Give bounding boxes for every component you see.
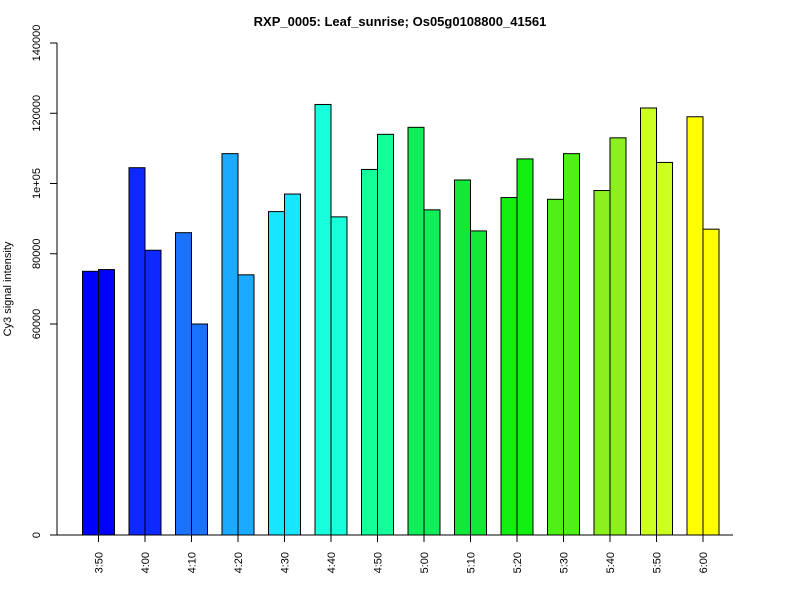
bar	[82, 270, 99, 536]
bar	[175, 232, 192, 536]
bar	[330, 216, 348, 536]
x-tick-label: 5:40	[605, 552, 617, 573]
bar	[191, 323, 208, 536]
x-tick-label: 5:10	[466, 552, 478, 573]
bar	[454, 179, 471, 536]
bar	[563, 153, 580, 536]
bar	[407, 126, 425, 536]
x-tick-label: 3:50	[94, 552, 106, 573]
bar	[128, 167, 146, 536]
bar	[686, 116, 704, 536]
bar	[593, 190, 611, 536]
y-axis-label: Cy3 signal intensity	[2, 241, 14, 336]
bar	[470, 230, 487, 536]
y-tick-label: 140000	[31, 25, 43, 62]
x-tick-label: 5:20	[512, 552, 524, 573]
x-tick-label: 4:50	[373, 552, 385, 573]
bar	[144, 249, 162, 536]
x-tick-label: 5:30	[559, 552, 571, 573]
bar	[98, 269, 115, 536]
x-tick-label: 6:00	[698, 552, 710, 573]
bar	[237, 274, 255, 536]
bar	[284, 193, 301, 536]
bars	[82, 103, 720, 536]
bar	[640, 107, 657, 536]
bar	[268, 211, 285, 536]
bar	[702, 228, 720, 536]
bar	[361, 168, 378, 536]
bar	[221, 153, 239, 536]
x-tick-label: 4:20	[233, 552, 245, 573]
x-tick-label: 5:00	[419, 552, 431, 573]
bar	[377, 133, 394, 536]
x-tick-label: 5:50	[652, 552, 664, 573]
y-tick-label: 80000	[31, 238, 43, 269]
bar	[547, 198, 564, 536]
bar	[314, 103, 332, 536]
bar	[423, 209, 441, 536]
x-tick-label: 4:40	[326, 552, 338, 573]
bar	[500, 197, 518, 536]
bar	[516, 158, 534, 536]
chart-title: RXP_0005: Leaf_sunrise; Os05g0108800_415…	[254, 14, 547, 29]
x-tick-label: 4:10	[187, 552, 199, 573]
y-tick-label: 60000	[31, 309, 43, 340]
bar	[656, 161, 673, 536]
y-tick-label: 0	[31, 532, 43, 538]
x-tick-label: 4:30	[280, 552, 292, 573]
y-tick-label: 120000	[31, 95, 43, 132]
y-ticks: 0 60000 80000 1e+05 120000 140000	[31, 25, 57, 538]
x-tick-label: 4:00	[140, 552, 152, 573]
x-tick-labels: 3:50 4:00 4:10 4:20 4:30 4:40 4:50 5:00 5:10 5:20…	[94, 535, 710, 573]
bar	[609, 137, 627, 536]
y-tick-label: 1e+05	[31, 168, 43, 199]
